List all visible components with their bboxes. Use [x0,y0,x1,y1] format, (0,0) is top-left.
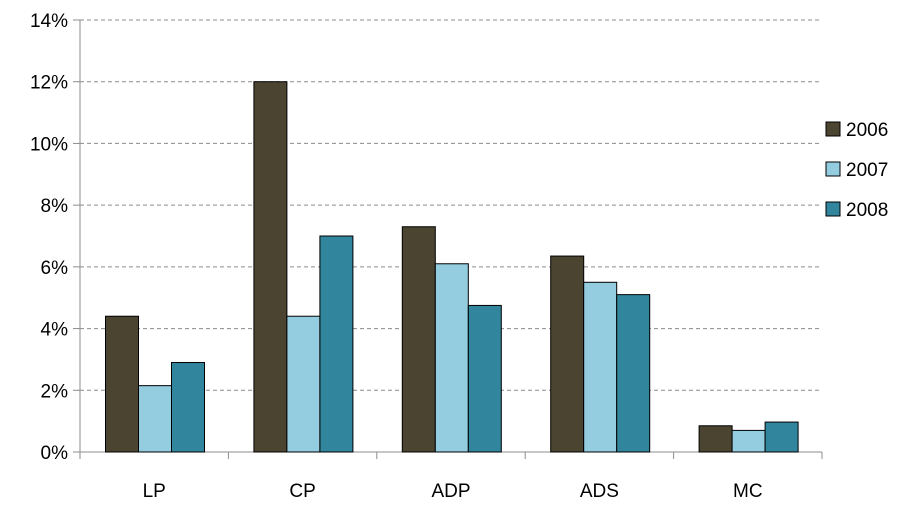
y-tick-labels: 0% 2% 4% 6% 8% 10% 12% 14% [30,11,68,464]
bar [764,421,799,453]
x-tick-label: ADP [431,481,470,502]
bar [105,315,139,453]
x-tick-label: CP [289,481,315,502]
y-tick-label: 10% [30,134,68,155]
bar [434,263,469,453]
bar [731,429,766,453]
x-tick-label: ADS [580,481,619,502]
bar [171,362,205,453]
x-tick-labels: LP CP ADP ADS MC [143,481,763,502]
y-tick-label: 14% [30,11,68,32]
bar [698,425,733,453]
bar [319,235,354,453]
bars [105,81,799,453]
y-tick-label: 6% [41,258,69,279]
legend-label: 2008 [846,200,888,221]
x-tick-label: LP [143,481,166,502]
y-tick-label: 0% [41,443,69,464]
bar [467,304,502,453]
y-tick-label: 8% [41,196,69,217]
legend-swatch [825,201,841,217]
legend-label: 2007 [846,160,888,181]
y-tick-label: 4% [41,320,69,341]
legend: 2006 2007 2008 [825,120,888,221]
y-tick-label: 2% [41,381,69,402]
bar [550,255,585,453]
legend-swatch [825,161,841,177]
bar [286,315,321,453]
legend-label: 2006 [846,120,888,141]
bar [138,385,172,453]
bar [583,281,618,453]
x-tick-label: MC [733,481,763,502]
legend-swatch [825,121,841,137]
bar [253,81,288,453]
bar [616,294,651,453]
y-tick-label: 12% [30,73,68,94]
bar [401,226,436,453]
